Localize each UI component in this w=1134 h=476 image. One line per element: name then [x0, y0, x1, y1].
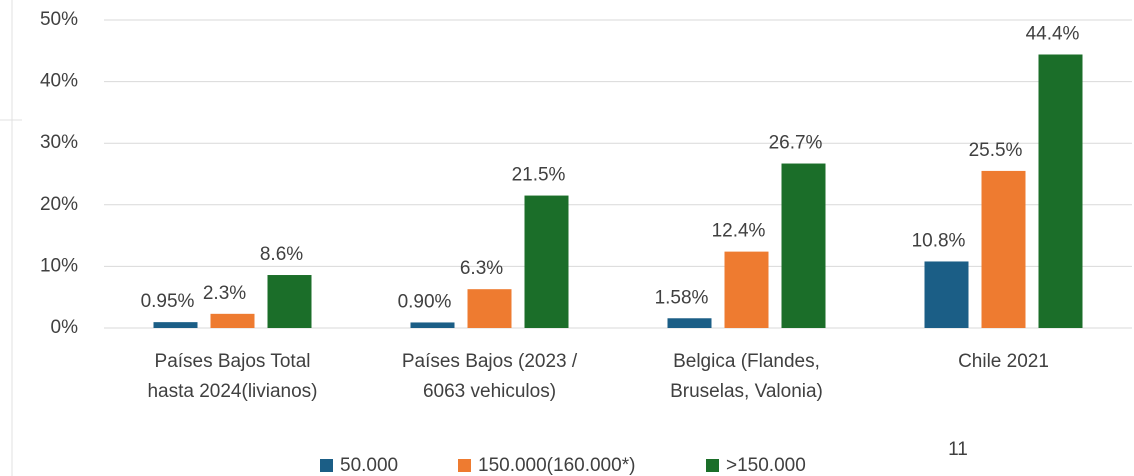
bar — [210, 313, 255, 328]
x-tick-label: Chile 2021 — [958, 351, 1049, 372]
x-tick-label: Belgica (Flandes, — [673, 351, 820, 372]
bar — [1038, 54, 1083, 328]
value-label: 21.5% — [512, 165, 566, 186]
bar — [467, 289, 512, 328]
legend-label: >150.000 — [726, 455, 806, 476]
page-number: 11 — [948, 439, 968, 460]
y-tick-label: 40% — [40, 71, 78, 92]
bar — [781, 163, 826, 328]
bar — [153, 322, 198, 328]
legend-swatch — [706, 459, 719, 472]
value-label: 26.7% — [769, 133, 823, 154]
x-tick-label: Países Bajos Total — [155, 351, 311, 372]
value-label: 8.6% — [260, 244, 303, 265]
y-tick-label: 20% — [40, 194, 78, 215]
x-tick-label: hasta 2024(livianos) — [147, 381, 317, 402]
bar — [924, 261, 969, 328]
bar — [524, 195, 569, 328]
legend-label: 50.000 — [340, 455, 398, 476]
x-tick-label: Bruselas, Valonia) — [670, 381, 823, 402]
value-label: 6.3% — [460, 258, 503, 279]
x-tick-label: Países Bajos (2023 / — [402, 351, 578, 372]
x-tick-label: 6063 vehiculos) — [423, 381, 556, 402]
bar — [981, 170, 1026, 328]
legend-swatch — [458, 459, 471, 472]
value-label: 10.8% — [912, 230, 966, 251]
legend-label: 150.000(160.000*) — [478, 455, 635, 476]
value-label: 44.4% — [1026, 24, 1080, 45]
y-tick-label: 0% — [51, 317, 79, 338]
value-label: 12.4% — [712, 221, 766, 242]
value-label: 2.3% — [203, 283, 246, 304]
value-label: 0.95% — [141, 291, 195, 312]
value-label: 1.58% — [655, 287, 709, 308]
y-tick-label: 30% — [40, 132, 78, 153]
value-label: 0.90% — [398, 291, 452, 312]
bar — [667, 318, 712, 328]
y-tick-label: 10% — [40, 255, 78, 276]
y-tick-label: 50% — [40, 9, 78, 30]
bar — [267, 275, 312, 328]
value-label: 25.5% — [969, 140, 1023, 161]
bar — [724, 251, 769, 328]
legend-swatch — [320, 459, 333, 472]
bar — [410, 322, 455, 328]
